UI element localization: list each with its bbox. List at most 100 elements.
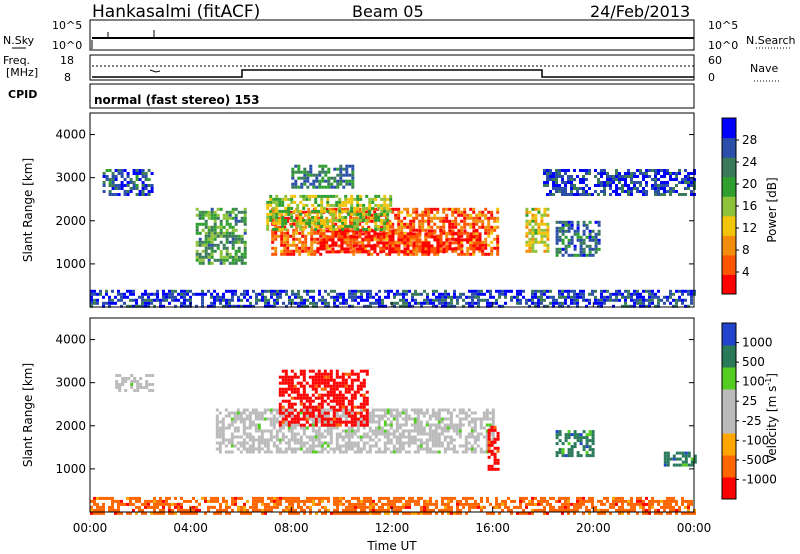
power-cell [216,207,220,211]
velocity-cell [443,429,447,433]
power-cell [376,232,380,236]
velocity-cell [453,496,456,500]
power-cell [331,241,335,245]
power-cell [314,227,318,231]
power-cell [519,301,522,305]
power-cell [537,298,540,302]
power-cell [207,258,211,262]
power-cell [286,234,290,238]
velocity-cell [335,393,339,397]
power-cell [382,237,386,241]
power-cell [335,194,339,198]
cpid-text: normal (fast stereo) 153 [94,93,260,107]
power-cell [96,292,99,296]
power-cell [427,216,431,220]
velocity-cell [320,447,324,451]
velocity-cell [162,508,165,512]
power-cell [144,289,147,293]
power-cell [558,304,561,308]
power-cell [454,249,458,253]
power-cell [588,301,591,305]
nave-label: Nave [750,62,778,75]
velocity-cell [446,411,450,415]
power-cell [615,172,618,175]
velocity-cell [138,496,141,500]
power-cell [415,249,419,253]
velocity-cell [150,505,153,509]
power-cell [204,213,208,217]
velocity-cell [356,390,360,394]
power-cell [141,175,145,178]
velocity-cell [287,393,291,397]
velocity-cell [332,384,336,388]
power-cell [516,289,519,293]
power-cell [275,218,279,222]
power-cell [516,295,519,299]
power-cell [234,228,238,232]
velocity-cell [417,511,420,515]
velocity-cell [329,384,333,388]
power-cell [624,172,627,175]
power-cell [284,218,288,222]
power-cell [397,225,401,229]
velocity-cell [315,496,318,500]
power-cell [255,298,258,302]
power-cell [135,193,139,196]
power-cell [472,237,476,241]
power-cell [561,187,564,190]
power-cell [90,298,93,302]
power-cell [356,203,360,207]
velocity-cell [284,441,288,445]
power-cell [338,215,342,219]
power-cell [369,292,372,296]
velocity-cell [480,496,483,500]
velocity-cell [201,496,204,500]
velocity-cell [129,511,132,515]
power-cell [394,216,398,220]
velocity-cell [312,496,315,500]
power-cell [543,228,547,232]
velocity-cell [245,414,249,418]
power-cell [289,210,293,214]
velocity-cell [338,408,342,412]
velocity-cell [407,450,411,454]
power-cell [303,176,307,180]
power-cell [240,240,244,244]
power-cell [325,216,329,220]
velocity-cell [386,408,390,412]
power-cell [540,216,544,220]
power-cell [195,249,199,253]
power-cell [225,219,229,223]
power-cell [102,295,105,299]
power-cell [322,238,326,242]
power-cell [279,289,282,293]
power-cell [129,187,133,190]
velocity-cell [141,511,144,515]
power-cell [117,292,120,296]
power-cell [368,212,372,216]
velocity-cell [299,393,303,397]
velocity-cell [302,429,306,433]
velocity-cell [428,417,432,421]
power-cell [534,301,537,305]
power-cell [397,207,401,211]
power-cell [343,229,347,233]
power-cell [317,209,321,213]
power-cell [266,215,270,219]
power-cell [195,243,199,247]
power-cell [286,240,290,244]
power-cell [537,228,541,232]
power-cell [504,301,507,305]
power-cell [216,213,220,217]
velocity-cell [249,505,252,509]
power-cell [546,246,550,250]
power-cell [654,193,657,196]
power-cell [418,229,422,233]
power-cell [570,184,573,187]
velocity-cell [126,511,129,515]
power-cell [484,246,488,250]
velocity-cell [486,499,489,503]
velocity-cell [479,432,483,436]
velocity-cell [416,411,420,415]
power-cell [624,301,627,305]
